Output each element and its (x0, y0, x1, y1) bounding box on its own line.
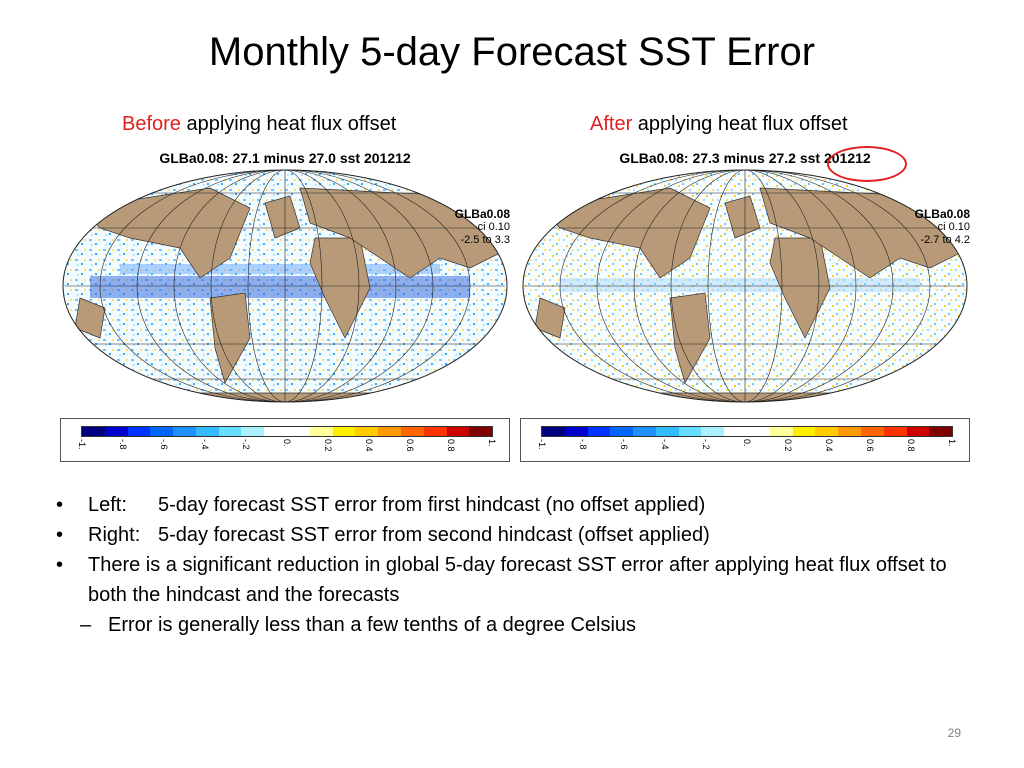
page-number: 29 (947, 726, 961, 740)
colorbar-tick-label: 0. (282, 439, 292, 447)
bullet-item-left: • Left: 5-day forecast SST error from firs… (56, 490, 976, 520)
colorbar-tick-label: 0. (742, 439, 752, 447)
bullet-list: • Left: 5-day forecast SST error from firs… (56, 490, 976, 640)
bullet-item-right: • Right: 5-day forecast SST error from sec… (56, 520, 976, 550)
colorbar-swatch (446, 427, 470, 436)
colorbar-swatch (769, 427, 793, 436)
left-legend-range: -2.5 to 3.3 (460, 234, 510, 246)
colorbar-swatch (860, 427, 884, 436)
left-colorbar: -1. -.8 -.6 -.4 -.2 0. 0.2 0.4 0.6 0.8 1. (60, 418, 510, 462)
colorbar-tick-label: 0.4 (824, 439, 834, 452)
colorbar-swatch (906, 427, 930, 436)
right-caption-text: applying heat flux offset (632, 113, 848, 135)
right-legend-title: GLBa0.08 (914, 207, 970, 221)
right-map-legend: GLBa0.08 ci 0.10 -2.7 to 4.2 (890, 208, 970, 247)
colorbar-swatch (195, 427, 219, 436)
left-legend-title: GLBa0.08 (454, 207, 510, 221)
colorbar-swatch (332, 427, 356, 436)
colorbar-swatch (655, 427, 679, 436)
left-caption: Before applying heat flux offset (122, 113, 396, 136)
right-map-header: GLBa0.08: 27.3 minus 27.2 sst 201212 (619, 150, 871, 166)
colorbar-swatch (587, 427, 611, 436)
left-world-map (62, 169, 508, 403)
right-legend-range: -2.7 to 4.2 (920, 234, 970, 246)
right-colorbar: -1. -.8 -.6 -.4 -.2 0. 0.2 0.4 0.6 0.8 1. (520, 418, 970, 462)
colorbar-swatch (82, 427, 105, 436)
colorbar-swatch (378, 427, 401, 436)
colorbar-swatch (701, 427, 725, 436)
colorbar-tick-label: -.8 (578, 439, 588, 450)
right-world-map (522, 169, 968, 403)
bullet-text: 5-day forecast SST error from second hin… (158, 524, 710, 546)
colorbar-tick-label: 0.8 (906, 439, 916, 452)
colorbar-swatch (309, 427, 333, 436)
colorbar-tick-label: -.4 (660, 439, 670, 450)
colorbar-tick-label: -1. (537, 439, 547, 450)
colorbar-swatch (173, 427, 196, 436)
right-caption: After applying heat flux offset (590, 113, 848, 136)
colorbar-swatch (792, 427, 816, 436)
colorbar-tick-label: 0.6 (865, 439, 875, 452)
left-legend-ci: ci 0.10 (477, 221, 510, 233)
right-legend-ci: ci 0.10 (937, 221, 970, 233)
bullet-label: Left: (88, 494, 127, 516)
colorbar-tick-label: 1. (947, 439, 957, 447)
colorbar-swatch (355, 427, 379, 436)
colorbar-swatch (883, 427, 907, 436)
colorbar-swatch (287, 427, 310, 436)
slide-title: Monthly 5-day Forecast SST Error (208, 30, 816, 74)
colorbar-swatch (610, 427, 634, 436)
colorbar-tick-label: -.8 (118, 439, 128, 450)
colorbar-swatch (678, 427, 702, 436)
bullet-text: 5-day forecast SST error from first hind… (158, 494, 706, 516)
sub-bullet-text: Error is generally less than a few tenth… (108, 614, 637, 636)
colorbar-tick-label: -1. (77, 439, 87, 450)
left-colorbar-swatches (81, 426, 493, 437)
colorbar-swatch (127, 427, 151, 436)
colorbar-swatch (150, 427, 174, 436)
colorbar-swatch (400, 427, 424, 436)
left-map-legend: GLBa0.08 ci 0.10 -2.5 to 3.3 (430, 208, 510, 247)
bullet-item-reduction: • There is a significant reduction in glo… (56, 554, 947, 606)
left-caption-highlight: Before (122, 113, 181, 135)
colorbar-swatch (423, 427, 447, 436)
colorbar-tick-label: -.4 (200, 439, 210, 450)
highlight-circle (827, 146, 907, 182)
left-colorbar-ticks: -1. -.8 -.6 -.4 -.2 0. 0.2 0.4 0.6 0.8 1. (61, 437, 509, 459)
colorbar-tick-label: 0.2 (783, 439, 793, 452)
colorbar-tick-label: 1. (487, 439, 497, 447)
right-colorbar-swatches (541, 426, 953, 437)
colorbar-tick-label: 0.6 (405, 439, 415, 452)
colorbar-swatch (929, 427, 953, 436)
colorbar-swatch (241, 427, 265, 436)
bullet-label: Right: (88, 524, 141, 546)
colorbar-swatch (747, 427, 770, 436)
colorbar-tick-label: 0.4 (364, 439, 374, 452)
colorbar-swatch (724, 427, 748, 436)
colorbar-swatch (264, 427, 288, 436)
colorbar-tick-label: -.2 (241, 439, 251, 450)
colorbar-swatch (218, 427, 242, 436)
colorbar-tick-label: -.6 (619, 439, 629, 450)
sub-bullet-item: – Error is generally less than a few tent… (80, 614, 637, 636)
right-colorbar-ticks: -1. -.8 -.6 -.4 -.2 0. 0.2 0.4 0.6 0.8 1. (521, 437, 969, 459)
left-caption-text: applying heat flux offset (180, 113, 397, 135)
left-map-header: GLBa0.08: 27.1 minus 27.0 sst 201212 (159, 150, 411, 166)
right-caption-highlight: After (590, 113, 633, 135)
colorbar-tick-label: 0.2 (323, 439, 333, 452)
colorbar-tick-label: 0.8 (446, 439, 456, 452)
colorbar-swatch (542, 427, 565, 436)
colorbar-tick-label: -.6 (159, 439, 169, 450)
colorbar-swatch (564, 427, 588, 436)
bullet-text: There is a significant reduction in glob… (88, 554, 947, 606)
colorbar-swatch (469, 427, 493, 436)
colorbar-swatch (104, 427, 128, 436)
colorbar-tick-label: -.2 (701, 439, 711, 450)
colorbar-swatch (633, 427, 656, 436)
colorbar-swatch (815, 427, 839, 436)
colorbar-swatch (838, 427, 861, 436)
